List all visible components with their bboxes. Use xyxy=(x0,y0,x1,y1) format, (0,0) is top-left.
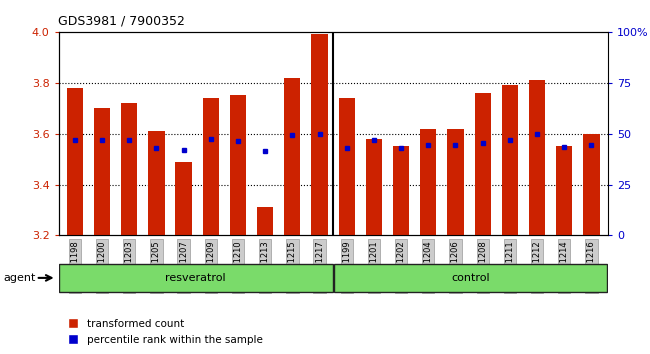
Bar xyxy=(529,80,545,235)
Bar xyxy=(474,93,491,235)
Bar xyxy=(284,78,300,235)
Text: resveratrol: resveratrol xyxy=(166,273,226,283)
Bar xyxy=(176,162,192,235)
Bar xyxy=(257,207,273,235)
Bar xyxy=(230,96,246,235)
Bar xyxy=(420,129,436,235)
Bar xyxy=(339,98,355,235)
FancyBboxPatch shape xyxy=(59,263,333,292)
Bar xyxy=(502,85,518,235)
Text: agent: agent xyxy=(3,273,36,283)
Bar xyxy=(366,139,382,235)
Bar xyxy=(447,129,463,235)
Bar xyxy=(556,146,573,235)
FancyBboxPatch shape xyxy=(333,263,607,292)
Bar xyxy=(583,133,599,235)
Bar xyxy=(67,88,83,235)
Text: GDS3981 / 7900352: GDS3981 / 7900352 xyxy=(58,14,185,27)
Bar xyxy=(121,103,137,235)
Bar xyxy=(393,146,410,235)
Bar xyxy=(311,34,328,235)
Bar xyxy=(148,131,164,235)
Bar xyxy=(94,108,110,235)
Text: control: control xyxy=(451,273,489,283)
Legend: transformed count, percentile rank within the sample: transformed count, percentile rank withi… xyxy=(64,315,266,349)
Bar xyxy=(203,98,219,235)
